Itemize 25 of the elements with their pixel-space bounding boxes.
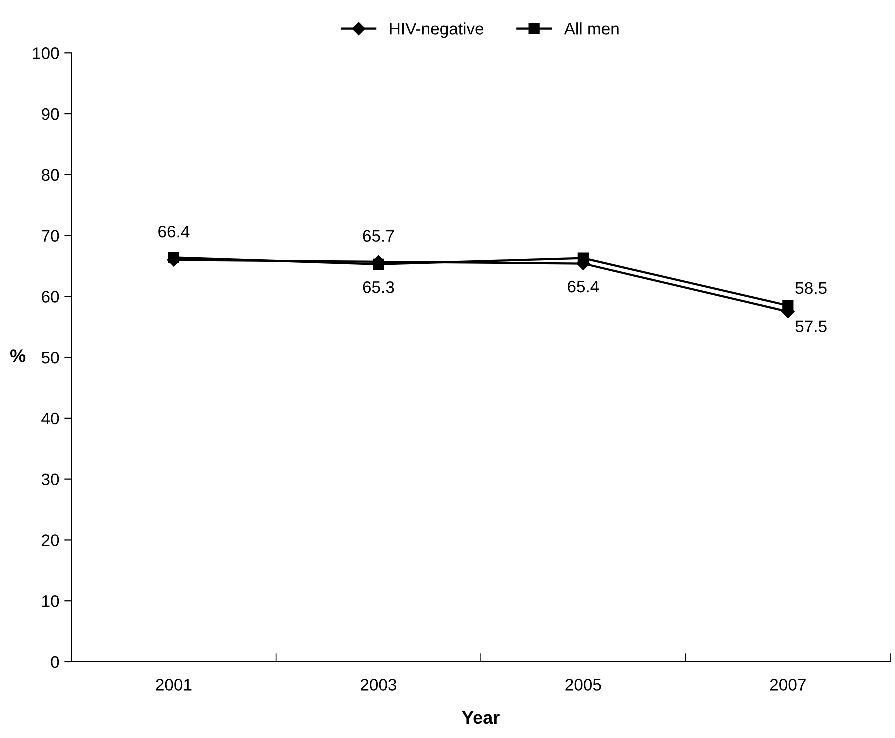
data-label: 57.5 [796, 320, 827, 332]
y-axis-title: % [10, 350, 26, 362]
data-label: 58.5 [796, 282, 827, 294]
y-tick-label: 30 [42, 474, 60, 486]
data-label: 65.3 [363, 282, 394, 294]
y-tick-label: 80 [42, 169, 60, 182]
y-tick-label: 10 [42, 596, 60, 608]
y-tick-label: 90 [42, 108, 60, 120]
x-tick-label: 2001 [156, 679, 192, 691]
y-tick-label: 40 [42, 412, 60, 425]
legend-label: All men [564, 22, 619, 35]
data-label: 66.4 [158, 226, 190, 238]
y-tick-label: 0 [51, 656, 60, 668]
x-tick-label: 2007 [770, 679, 806, 691]
y-tick-label: 100 [33, 48, 60, 60]
y-tick-label: 70 [42, 230, 60, 242]
x-tick-label: 2005 [566, 679, 602, 691]
y-tick-label: 60 [42, 291, 60, 303]
x-tick-label: 2003 [361, 679, 397, 691]
y-tick-label: 50 [42, 352, 60, 364]
data-label: 65.4 [568, 280, 600, 293]
data-label: 65.7 [363, 230, 394, 242]
legend-label: HIV-negative [390, 22, 484, 38]
y-tick-label: 20 [42, 534, 60, 546]
x-axis-title: Year [462, 712, 500, 724]
